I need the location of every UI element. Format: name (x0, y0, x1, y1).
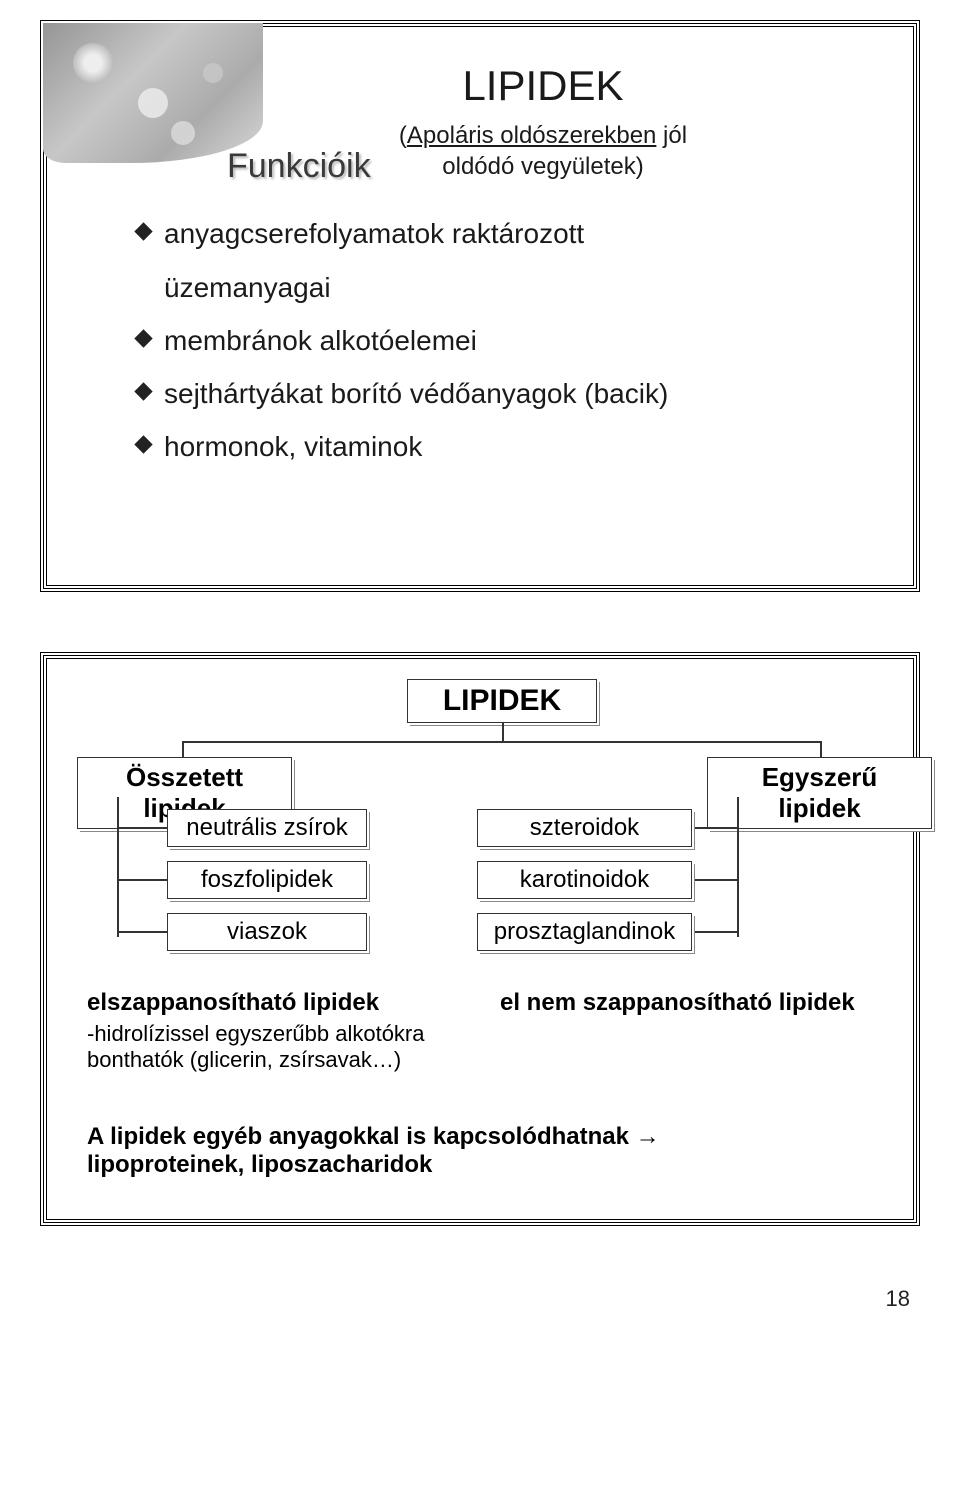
funkcio-label: Funkcióik (227, 147, 371, 186)
tree-left-child: foszfolipidek (167, 861, 367, 899)
connector (117, 931, 167, 933)
tree-left-child: viaszok (167, 913, 367, 951)
notes-columns: elszappanosítható lipidek -hidrolízissel… (87, 989, 873, 1073)
slide-1: Funkcióik LIPIDEK (Apoláris oldószerekbe… (40, 20, 920, 592)
page: Funkcióik LIPIDEK (Apoláris oldószerekbe… (0, 0, 960, 1352)
sub-r1: jól (656, 122, 687, 149)
list-item: membránok alkotóelemei (137, 314, 873, 367)
footer-line-2: lipoproteinek, liposzacharidok (87, 1151, 873, 1179)
tree-diagram: LIPIDEK Összetett lipidek Egyszerű lipid… (87, 679, 873, 959)
connector (117, 879, 167, 881)
left-note: elszappanosítható lipidek -hidrolízissel… (87, 989, 460, 1073)
sub-pre: ( (399, 122, 407, 149)
connector (117, 797, 119, 937)
slide-2-inner: LIPIDEK Összetett lipidek Egyszerű lipid… (46, 658, 914, 1220)
tree-right-child: karotinoidok (477, 861, 692, 899)
sub-r2: oldódó vegyületek) (442, 153, 643, 180)
slide1-header: Funkcióik LIPIDEK (Apoláris oldószerekbe… (87, 57, 873, 182)
list-item: anyagcserefolyamatok raktározott (137, 207, 873, 260)
bullet-text: sejthártyákat borító védőanyagok (bacik) (164, 367, 668, 420)
bullet-text: anyagcserefolyamatok raktározott (164, 207, 584, 260)
connector (737, 797, 739, 937)
slide-1-inner: Funkcióik LIPIDEK (Apoláris oldószerekbe… (46, 26, 914, 586)
bullet-icon (134, 223, 152, 241)
connector (502, 723, 504, 741)
left-note-sub: -hidrolízissel egyszerűbb alkotókra bont… (87, 1021, 460, 1073)
bullet-text: üzemanyagai (164, 261, 331, 314)
footer-line-1: A lipidek egyéb anyagokkal is kapcsolódh… (87, 1123, 873, 1151)
connector (117, 827, 167, 829)
tree-right-head: Egyszerű lipidek (707, 757, 932, 829)
tree-right-child: prosztaglandinok (477, 913, 692, 951)
slide1-title: LIPIDEK (213, 62, 873, 110)
bullet-icon (134, 382, 152, 400)
right-note: el nem szappanosítható lipidek (500, 989, 873, 1073)
list-item: hormonok, vitaminok (137, 420, 873, 473)
bullet-icon (134, 435, 152, 453)
list-item: sejthártyákat borító védőanyagok (bacik) (137, 367, 873, 420)
footer-note: A lipidek egyéb anyagokkal is kapcsolódh… (87, 1123, 873, 1179)
corner-image-wrap: Funkcióik (87, 57, 263, 163)
left-note-head: elszappanosítható lipidek (87, 989, 460, 1017)
connector (182, 741, 822, 743)
bullet-text: hormonok, vitaminok (164, 420, 422, 473)
connector (692, 827, 739, 829)
connector (692, 931, 739, 933)
bullet-text: membránok alkotóelemei (164, 314, 477, 367)
tree-root: LIPIDEK (407, 679, 597, 723)
page-number: 18 (40, 1286, 920, 1312)
sub-under: Apoláris oldószerekben (407, 122, 656, 149)
tree-left-child: neutrális zsírok (167, 809, 367, 847)
connector (692, 879, 739, 881)
bullet-icon (134, 329, 152, 347)
list-item: üzemanyagai (164, 261, 873, 314)
tree-right-child: szteroidok (477, 809, 692, 847)
decorative-bubbles-image (43, 23, 263, 163)
right-note-head: el nem szappanosítható lipidek (500, 989, 873, 1017)
slide-2: LIPIDEK Összetett lipidek Egyszerű lipid… (40, 652, 920, 1226)
bullet-list: anyagcserefolyamatok raktározott üzemany… (137, 207, 873, 473)
